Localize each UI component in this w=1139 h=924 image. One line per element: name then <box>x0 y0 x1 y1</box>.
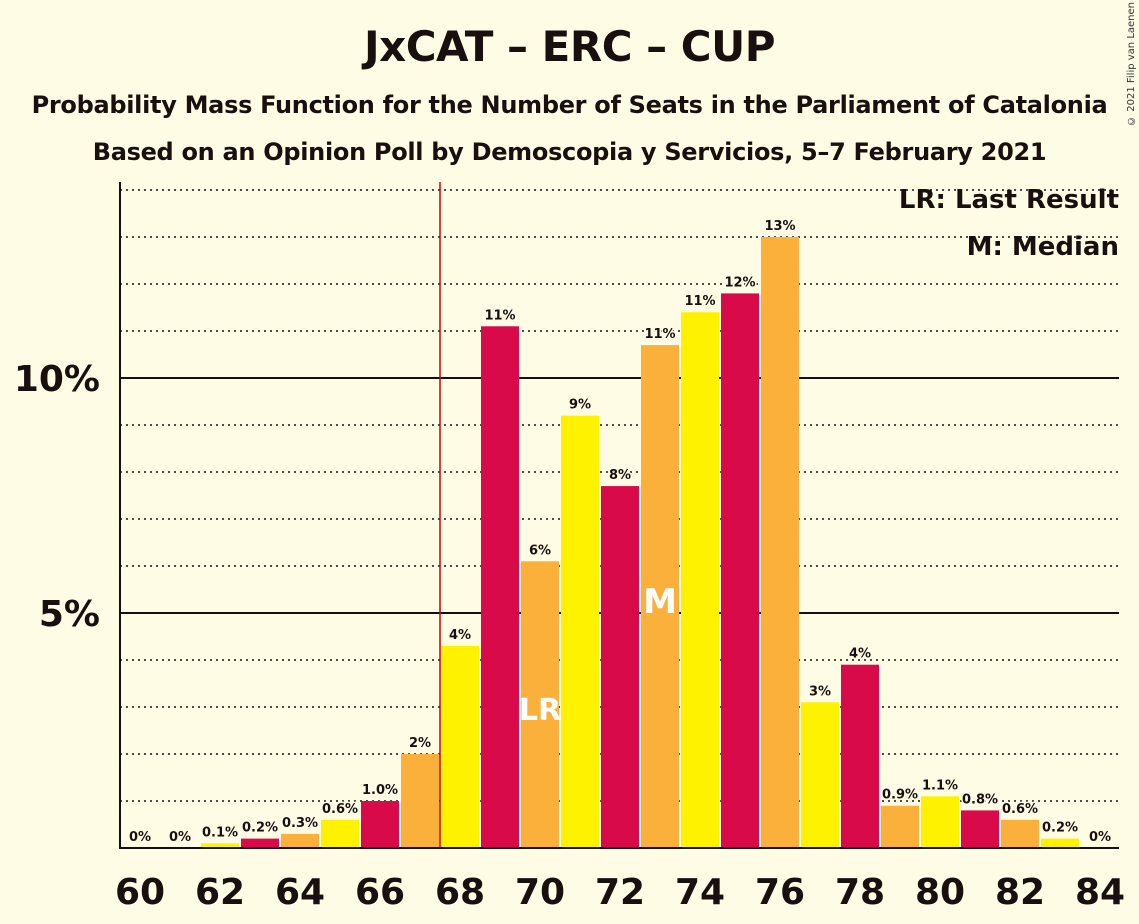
x-tick-label: 82 <box>995 872 1045 913</box>
bar-77 <box>801 702 839 848</box>
bar-63 <box>241 838 279 848</box>
bar-value-label-84: 0% <box>1089 830 1111 845</box>
bar-81 <box>961 810 999 848</box>
bar-68 <box>441 645 479 848</box>
x-tick-label: 62 <box>195 872 245 913</box>
x-tick-label: 72 <box>595 872 645 913</box>
bar-value-label-81: 0.8% <box>962 792 998 807</box>
y-tick-label: 5% <box>39 594 100 635</box>
bar-value-label-75: 12% <box>724 275 755 290</box>
bar-79 <box>881 805 919 848</box>
x-tick-label: 74 <box>675 872 725 913</box>
x-tick-label: 70 <box>515 872 565 913</box>
bar-value-label-77: 3% <box>809 684 831 699</box>
bar-69 <box>481 326 519 848</box>
median-marker: M <box>643 582 677 622</box>
bar-67 <box>401 754 439 848</box>
last-result-marker: LR <box>519 693 561 728</box>
x-tick-label: 84 <box>1075 872 1125 913</box>
x-tick-label: 60 <box>115 872 165 913</box>
bar-65 <box>321 819 359 848</box>
bar-value-label-73: 11% <box>644 327 675 342</box>
bar-62 <box>201 843 239 848</box>
bar-78 <box>841 664 879 848</box>
bar-value-label-69: 11% <box>484 308 515 323</box>
bar-value-label-64: 0.3% <box>282 816 318 831</box>
bar-value-label-71: 9% <box>569 398 591 413</box>
legend-median: M: Median <box>966 232 1119 262</box>
bar-value-label-72: 8% <box>609 468 631 483</box>
bar-72 <box>601 486 639 848</box>
bar-value-label-60: 0% <box>129 830 151 845</box>
bar-value-label-65: 0.6% <box>322 802 358 817</box>
legend-last-result: LR: Last Result <box>898 185 1119 215</box>
x-tick-label: 80 <box>915 872 965 913</box>
x-tick-label: 68 <box>435 872 485 913</box>
bar-value-label-66: 1.0% <box>362 783 398 798</box>
bar-80 <box>921 796 959 848</box>
x-tick-label: 76 <box>755 872 805 913</box>
chart-source: Based on an Opinion Poll by Demoscopia y… <box>92 138 1047 166</box>
bar-73 <box>641 345 679 848</box>
bar-value-label-68: 4% <box>449 628 471 643</box>
bar-value-label-80: 1.1% <box>922 778 958 793</box>
bar-66 <box>361 801 399 848</box>
chart-subtitle: Probability Mass Function for the Number… <box>31 91 1108 119</box>
bar-76 <box>761 237 799 848</box>
bar-64 <box>281 833 319 848</box>
bar-value-label-70: 6% <box>529 543 551 558</box>
bar-83 <box>1041 838 1079 848</box>
bar-value-label-74: 11% <box>684 294 715 309</box>
bar-value-label-63: 0.2% <box>242 821 278 836</box>
bar-value-label-78: 4% <box>849 647 871 662</box>
x-tick-label: 66 <box>355 872 405 913</box>
bar-82 <box>1001 819 1039 848</box>
bar-74 <box>681 312 719 848</box>
chart-title: JxCAT – ERC – CUP <box>364 22 776 71</box>
bar-value-label-62: 0.1% <box>202 825 238 840</box>
bar-value-label-61: 0% <box>169 830 191 845</box>
bar-71 <box>561 415 599 848</box>
bar-70 <box>521 561 559 848</box>
bar-value-label-82: 0.6% <box>1002 802 1038 817</box>
y-tick-label: 10% <box>14 359 100 400</box>
bar-value-label-67: 2% <box>409 736 431 751</box>
bar-value-label-79: 0.9% <box>882 788 918 803</box>
bar-value-label-83: 0.2% <box>1042 821 1078 836</box>
bar-75 <box>721 293 759 848</box>
x-tick-label: 78 <box>835 872 885 913</box>
x-tick-label: 64 <box>275 872 325 913</box>
bar-value-label-76: 13% <box>764 219 795 234</box>
